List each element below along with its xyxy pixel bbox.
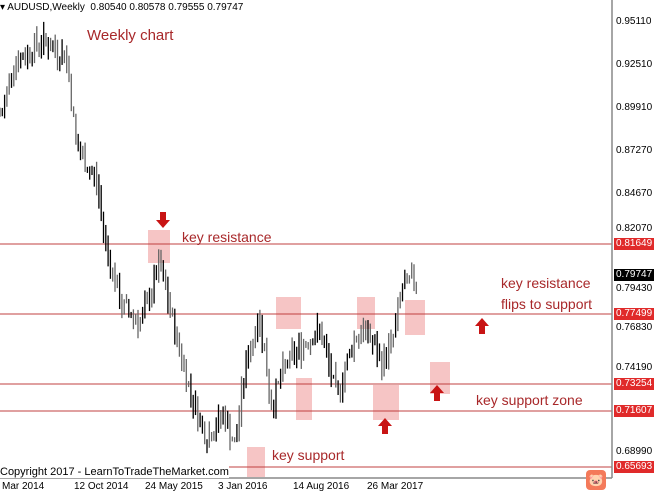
highlight-zone — [373, 385, 399, 420]
date-tick-label: 14 Aug 2016 — [293, 481, 350, 492]
date-tick-label: Mar 2014 — [2, 481, 45, 492]
date-tick-label: 26 Mar 2017 — [367, 481, 424, 492]
price-tick-label: 0.79430 — [616, 283, 653, 294]
level-price-label: 0.77499 — [614, 308, 655, 320]
price-tick-label: 0.87270 — [616, 145, 653, 156]
flip-label-line1: key resistance — [501, 275, 591, 291]
price-tick-label: 0.74190 — [616, 362, 653, 373]
arrow-down-icon — [156, 212, 170, 228]
pig-logo-icon: 🐷 — [586, 470, 606, 490]
symbol-timeframe: AUDUSD,Weekly — [7, 2, 85, 13]
level-price-label: 0.65693 — [614, 461, 655, 473]
highlight-zone — [148, 230, 170, 263]
price-tick-label: 0.84670 — [616, 188, 653, 199]
date-tick-label: 3 Jan 2016 — [218, 481, 268, 492]
highlight-zone — [430, 362, 450, 394]
eahub-watermark: 🐷 — [586, 470, 606, 490]
level-price-label: 0.71607 — [614, 405, 655, 417]
highlight-zone — [405, 300, 425, 335]
highlight-zone — [296, 378, 312, 420]
highlight-zone — [357, 297, 375, 329]
current-price-label: 0.79747 — [614, 269, 655, 281]
price-tick-label: 0.95110 — [616, 16, 652, 27]
key-support-label: key support — [272, 447, 345, 463]
highlight-zone — [247, 447, 265, 477]
price-tick-label: 0.92510 — [616, 59, 653, 70]
price-tick-label: 0.89910 — [616, 102, 653, 113]
copyright-text: Copyright 2017 - LearnToTradeTheMarket.c… — [0, 466, 229, 478]
price-tick-label: 0.82070 — [616, 223, 653, 234]
highlight-zone — [276, 297, 301, 329]
key-resistance-label: key resistance — [182, 229, 272, 245]
ohlc-values: 0.80540 0.80578 0.79555 0.79747 — [90, 2, 244, 13]
date-tick-label: 12 Oct 2014 — [74, 481, 129, 492]
arrow-up-icon — [430, 385, 444, 401]
arrow-up-icon — [475, 318, 489, 334]
flip-label-line2: flips to support — [501, 296, 593, 312]
price-tick-label: 0.76830 — [616, 322, 653, 333]
date-tick-label: 24 May 2015 — [145, 481, 203, 492]
weekly-chart-label: Weekly chart — [87, 27, 174, 44]
price-tick-label: 0.68990 — [616, 446, 653, 457]
key-support-zone-label: key support zone — [476, 392, 583, 408]
level-price-label: 0.73254 — [614, 378, 655, 390]
level-price-label: 0.81649 — [614, 238, 655, 250]
arrow-up-icon — [378, 418, 392, 434]
chart-header: ▾ AUDUSD,Weekly 0.80540 0.80578 0.79555 … — [0, 2, 244, 13]
